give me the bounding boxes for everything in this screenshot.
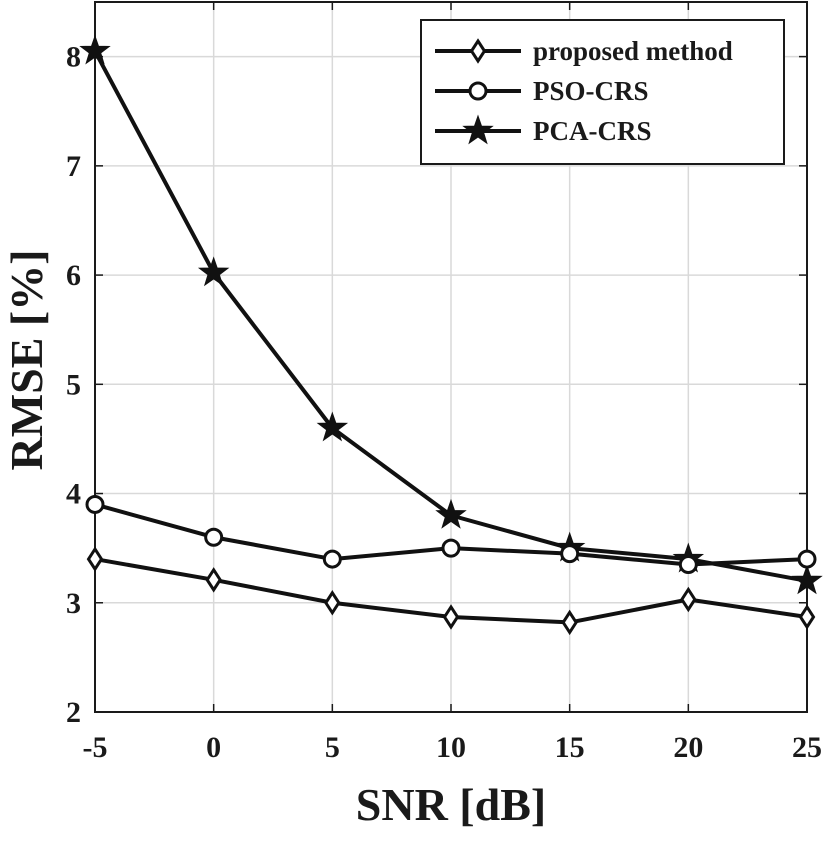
x-tick-label: 0: [206, 731, 221, 764]
y-tick-label: 7: [66, 150, 81, 183]
data-point-circle: [560, 544, 580, 564]
data-point-circle: [85, 494, 105, 514]
data-point-circle: [797, 549, 817, 569]
data-point-star: [197, 256, 230, 287]
legend-marker-diamond: [469, 38, 487, 64]
y-tick-label: 5: [66, 368, 81, 401]
legend-marker-circle: [468, 81, 488, 101]
legend-entry: proposed method: [435, 36, 733, 66]
data-point-diamond: [442, 604, 460, 630]
x-tick-label: 20: [673, 731, 703, 764]
data-point-circle: [204, 527, 224, 547]
data-point-star: [435, 498, 467, 529]
legend-label: PSO-CRS: [533, 76, 649, 106]
data-point-diamond: [324, 590, 341, 616]
x-axis-label: SNR [dB]: [356, 779, 546, 830]
legend-label: PCA-CRS: [533, 116, 652, 146]
x-tick-label: 25: [792, 731, 822, 764]
data-point-diamond: [561, 609, 578, 636]
data-point-diamond: [205, 567, 222, 593]
data-point-star: [79, 34, 111, 65]
series-pso-crs: [85, 494, 817, 575]
y-axis-label: RMSE [%]: [1, 249, 52, 470]
y-tick-label: 6: [66, 259, 81, 292]
legend-label: proposed method: [533, 36, 733, 66]
data-point-circle: [322, 549, 342, 569]
data-point-diamond: [86, 546, 104, 572]
x-tick-label: 5: [325, 731, 340, 764]
series-proposed-method: [86, 546, 816, 636]
legend: proposed method PSO-CRS PCA-CRS: [420, 19, 785, 165]
y-tick-label: 3: [66, 587, 81, 620]
data-point-diamond: [680, 586, 697, 613]
data-point-diamond: [798, 604, 816, 630]
legend-entry: PCA-CRS: [435, 114, 652, 146]
x-tick-label: -5: [83, 731, 108, 764]
axis-ticks: -5 0 5 10 15 20 25 2 3 4 5 6 7 8: [66, 2, 822, 764]
y-tick-label: 2: [66, 696, 81, 729]
x-tick-label: 15: [555, 731, 585, 764]
legend-marker-star: [462, 114, 494, 145]
y-tick-label: 8: [66, 41, 81, 74]
data-point-star: [316, 411, 349, 442]
legend-entry: PSO-CRS: [435, 76, 649, 106]
data-point-circle: [678, 555, 698, 575]
data-point-circle: [441, 538, 461, 558]
x-tick-label: 10: [436, 731, 466, 764]
data-series: [79, 34, 823, 636]
y-tick-label: 4: [66, 478, 81, 511]
data-point-star: [791, 564, 823, 595]
